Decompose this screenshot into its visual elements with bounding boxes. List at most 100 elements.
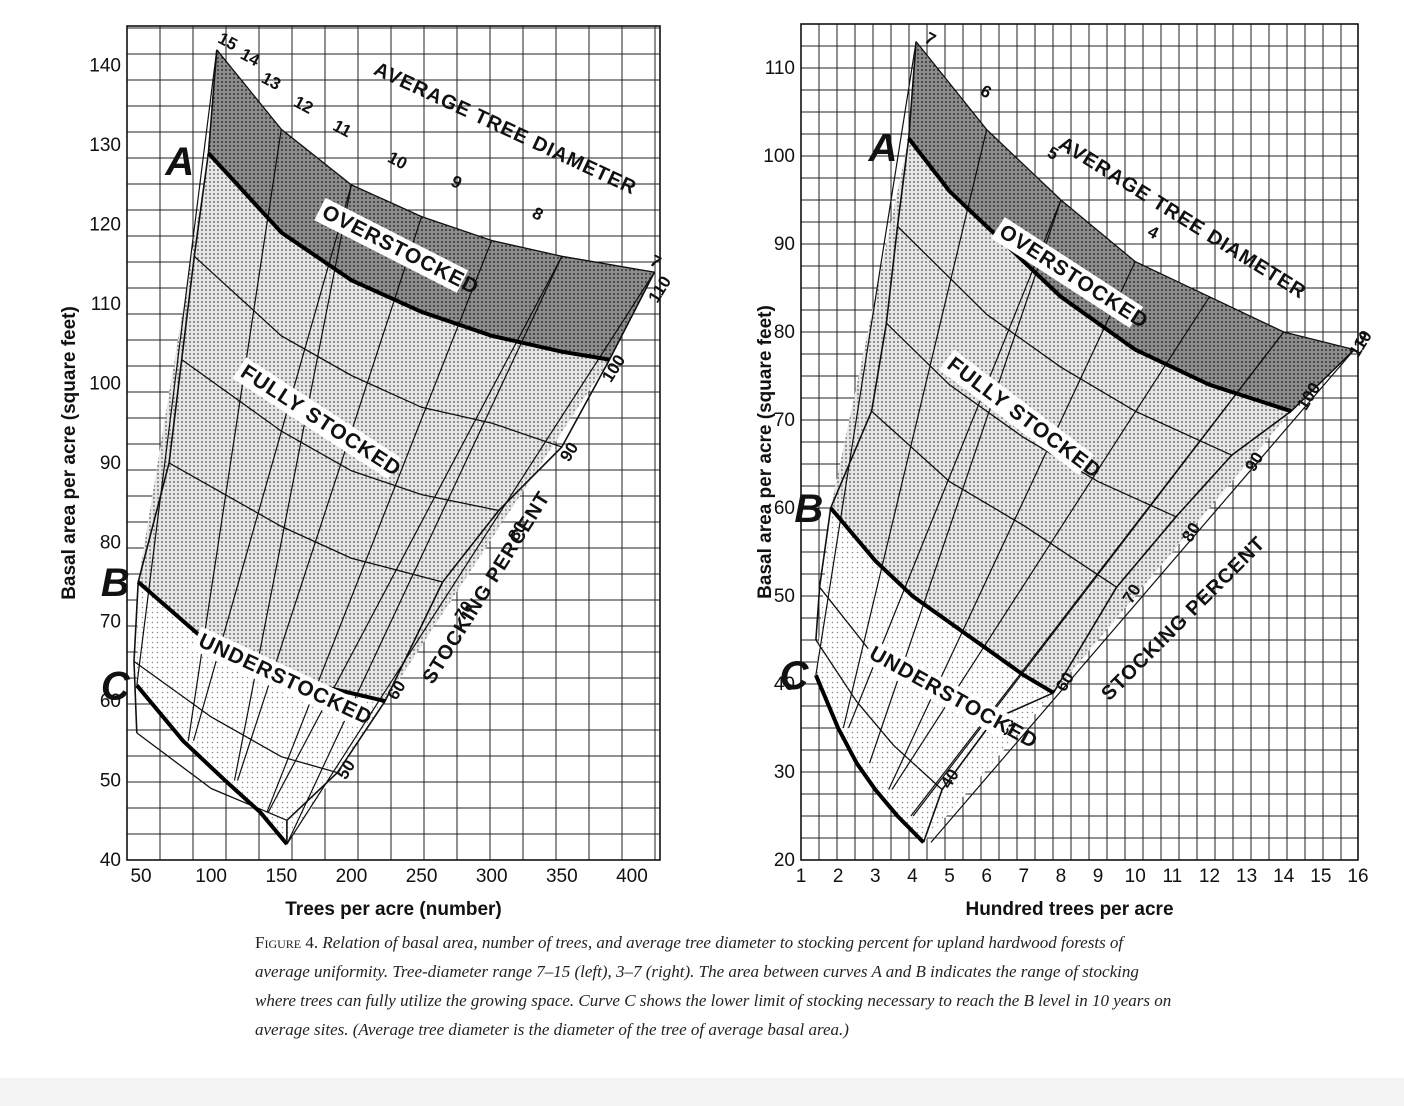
y-tick-label: 90	[100, 453, 121, 474]
diameter-line	[815, 41, 917, 676]
x-tick-label: 300	[476, 866, 508, 887]
y-tick-label: 60	[100, 691, 121, 712]
stocking-percent-label: 90	[556, 439, 582, 465]
stocking-line-90	[193, 255, 563, 448]
stocking-boundary-left	[133, 49, 218, 733]
stocking-curves	[814, 137, 1292, 844]
y-tick-label: 20	[774, 850, 795, 871]
x-tick-label: 2	[833, 866, 844, 887]
diameter-label: 7	[647, 251, 664, 272]
x-tick-label: 15	[1310, 866, 1331, 887]
diameter-label: 11	[330, 116, 355, 141]
curve-label-a: A	[164, 140, 194, 184]
diameter-title: AVERAGE TREE DIAMETER	[370, 58, 640, 199]
diameter-label: 8	[529, 203, 546, 224]
zone-label-background	[232, 357, 402, 480]
fully-stocked-area	[830, 138, 1292, 693]
zone-label-background	[190, 626, 370, 728]
diameter-line	[267, 256, 563, 813]
curve-label-a: A	[868, 126, 898, 170]
y-tick-label: 120	[89, 215, 121, 236]
diameter-line	[136, 49, 218, 686]
x-tick-label: 10	[1125, 866, 1146, 887]
x-tick-label: 100	[195, 866, 227, 887]
diameter-line	[266, 240, 493, 813]
diameter-label: 6	[977, 81, 994, 102]
diameter-label: 4	[1144, 222, 1162, 243]
x-tick-label: 250	[406, 866, 438, 887]
stocking-boundary-left	[815, 41, 917, 641]
diameter-line	[286, 256, 563, 845]
curve-a	[907, 137, 1292, 414]
y-tick-label: 80	[774, 322, 795, 343]
diameter-line	[930, 349, 1355, 843]
x-tick-label: 14	[1273, 866, 1295, 887]
diameter-line	[236, 216, 423, 781]
x-tick-label: 3	[870, 866, 881, 887]
y-tick-label: 100	[763, 146, 795, 167]
diameter-line	[842, 129, 988, 729]
right-chart-panel: 1 2 3 4 5 6 7 8 9 10 11 12 13 14 15 1620304050607080901…	[755, 23, 1376, 920]
x-tick-label: 6	[981, 866, 992, 887]
x-tick-label: 150	[265, 866, 297, 887]
plot-border	[800, 23, 1359, 861]
overstocked-area	[908, 41, 1355, 412]
diameter-lines	[136, 49, 655, 845]
curve-letters: A B C	[780, 126, 898, 698]
plot-border	[126, 25, 661, 861]
curve-label-b: B	[794, 487, 823, 531]
diameter-label: 9	[448, 172, 465, 193]
fully-stocked-area	[138, 153, 610, 702]
left-chart-panel: 50 100 150 200 250 300 350 400 40 50 60 70 80 90 100 11…	[59, 25, 675, 920]
stocking-line-40	[136, 732, 288, 821]
y-tick-label: 100	[89, 373, 121, 394]
diameter-line	[888, 261, 1136, 790]
overstocked-area	[208, 49, 655, 360]
x-tick-label: 12	[1199, 866, 1220, 887]
stocking-line-80	[885, 322, 1177, 518]
x-tick-label: 50	[130, 866, 151, 887]
diameter-label: 10	[385, 148, 411, 174]
y-tick-label: 80	[100, 532, 121, 553]
stocking-line-40	[815, 639, 943, 791]
y-tick-label: 130	[89, 135, 121, 156]
x-tick-label: 5	[944, 866, 955, 887]
diameter-label: 15	[215, 29, 241, 55]
x-tick-label: 400	[616, 866, 648, 887]
page-footer-strip	[0, 1078, 1404, 1106]
x-tick-label: 200	[336, 866, 368, 887]
curve-letters: A B C	[101, 140, 194, 708]
x-tick-label: 350	[546, 866, 578, 887]
diameter-label: 14	[237, 45, 263, 71]
y-tick-label: 50	[774, 586, 795, 607]
y-tick-label: 40	[774, 674, 795, 695]
y-tick-label: 110	[91, 294, 121, 315]
stocking-line-50	[133, 660, 338, 774]
x-tick-label: 7	[1019, 866, 1030, 887]
stocking-line-90	[897, 225, 1232, 456]
diameter-line	[233, 184, 353, 781]
x-tick-label: 13	[1236, 866, 1257, 887]
x-tick-label: 16	[1347, 866, 1368, 887]
diameter-label: 13	[258, 68, 284, 94]
caption-lead: Figure 4.	[255, 933, 319, 952]
axes: 50 100 150 200 250 300 350 400 40 50 60 70 80 90 100 11…	[59, 56, 648, 920]
stocking-boundary-right	[286, 271, 656, 845]
figure-caption: Figure 4. Relation of basal area, number…	[255, 928, 1180, 1044]
x-axis-label: Trees per acre (number)	[285, 899, 501, 920]
diameter-line	[891, 296, 1210, 790]
diameter-lines	[815, 41, 1355, 843]
x-tick-label: 9	[1093, 866, 1104, 887]
caption-body: Relation of basal area, number of trees,…	[255, 933, 1172, 1039]
y-tick-label: 40	[100, 850, 121, 871]
zone-label-background	[939, 349, 1094, 475]
y-axis-label: Basal area per acre (square feet)	[59, 306, 80, 600]
y-axis-label: Basal area per acre (square feet)	[755, 305, 776, 599]
curve-a	[206, 151, 610, 362]
x-tick-label: 8	[1056, 866, 1067, 887]
curve-label-c: C	[780, 654, 810, 698]
diameter-line	[286, 271, 655, 845]
curve-label-c: C	[101, 664, 131, 708]
x-tick-label: 11	[1162, 866, 1182, 887]
y-tick-label: 90	[774, 234, 795, 255]
